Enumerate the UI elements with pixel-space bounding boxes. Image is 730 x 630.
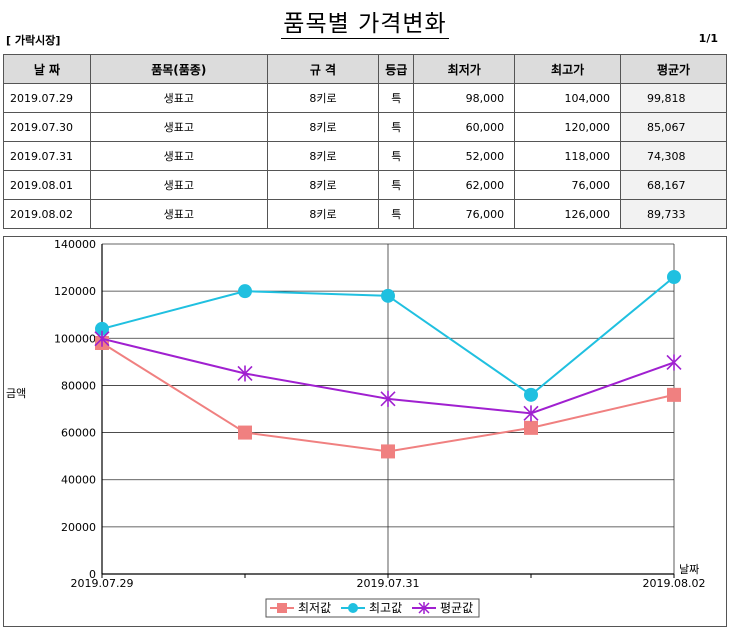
legend-box xyxy=(265,598,480,618)
column-header-avg: 평균가 xyxy=(620,54,727,84)
data-point-star xyxy=(94,330,110,347)
cell-grade: 특 xyxy=(378,112,415,142)
price-table: 날 짜 품목(품종) 규 격 등급 최저가 최고가 평균가 2019.07.29… xyxy=(3,54,727,229)
column-header-spec: 규 격 xyxy=(266,54,380,84)
y-tick-label: 120000 xyxy=(54,285,96,298)
cell-max: 118,000 xyxy=(514,141,622,171)
cell-avg: 99,818 xyxy=(620,83,727,113)
cell-item: 생표고 xyxy=(89,112,268,142)
data-point-star xyxy=(237,365,253,382)
cell-grade: 특 xyxy=(378,83,415,113)
table-row: 2019.08.01 생표고 8키로 특 62,000 76,000 68,16… xyxy=(3,170,727,200)
cell-grade: 특 xyxy=(378,199,415,229)
cell-avg: 89,733 xyxy=(620,199,727,229)
cell-spec: 8키로 xyxy=(266,199,380,229)
page-title: 품목별 가격변화 xyxy=(281,11,449,39)
y-tick-label: 80000 xyxy=(61,379,96,392)
table-header-row: 날 짜 품목(품종) 규 격 등급 최저가 최고가 평균가 xyxy=(3,54,727,84)
legend-marker-star xyxy=(418,602,430,614)
data-point-star xyxy=(380,390,396,407)
x-tick-label: 2019.07.31 xyxy=(357,577,420,590)
cell-item: 생표고 xyxy=(89,83,268,113)
cell-item: 생표고 xyxy=(89,170,268,200)
y-tick-label: 140000 xyxy=(54,238,96,251)
column-header-grade: 등급 xyxy=(378,54,415,84)
cell-date: 2019.08.01 xyxy=(3,170,91,200)
cell-min: 60,000 xyxy=(413,112,516,142)
cell-max: 76,000 xyxy=(514,170,622,200)
data-point-square xyxy=(667,387,681,402)
legend-marker-circle xyxy=(348,603,358,613)
cell-spec: 8키로 xyxy=(266,112,380,142)
cell-date: 2019.07.31 xyxy=(3,141,91,171)
data-point-star xyxy=(666,354,682,371)
cell-date: 2019.07.30 xyxy=(3,112,91,142)
cell-date: 2019.07.29 xyxy=(3,83,91,113)
data-point-circle xyxy=(667,270,681,284)
cell-min: 62,000 xyxy=(413,170,516,200)
price-chart: 0 20000 40000 60000 80000 100000 120000 140000 2… xyxy=(3,236,727,627)
data-point-square xyxy=(524,420,538,435)
cell-spec: 8키로 xyxy=(266,83,380,113)
table-row: 2019.07.29 생표고 8키로 특 98,000 104,000 99,8… xyxy=(3,83,727,113)
cell-max: 120,000 xyxy=(514,112,622,142)
cell-min: 52,000 xyxy=(413,141,516,171)
y-tick-label: 60000 xyxy=(61,427,96,440)
y-tick-label: 40000 xyxy=(61,474,96,487)
y-tick-label: 100000 xyxy=(54,332,96,345)
cell-avg: 85,067 xyxy=(620,112,727,142)
y-tick-label: 0 xyxy=(89,568,96,581)
legend-label: 최저값 xyxy=(298,601,331,615)
column-header-max: 최고가 xyxy=(514,54,622,84)
table-row: 2019.08.02 생표고 8키로 특 76,000 126,000 89,7… xyxy=(3,199,727,229)
x-axis-label: 날짜 xyxy=(679,563,699,576)
data-point-star xyxy=(523,405,539,422)
cell-avg: 74,308 xyxy=(620,141,727,171)
cell-grade: 특 xyxy=(378,170,415,200)
cell-grade: 특 xyxy=(378,141,415,171)
data-point-circle xyxy=(524,387,538,402)
legend-marker-square xyxy=(277,603,287,613)
legend-label: 최고값 xyxy=(369,601,402,615)
column-header-min: 최저가 xyxy=(413,54,516,84)
data-point-circle xyxy=(381,288,395,303)
cell-avg: 68,167 xyxy=(620,170,727,200)
cell-spec: 8키로 xyxy=(266,170,380,200)
y-tick-label: 20000 xyxy=(61,521,96,534)
cell-min: 76,000 xyxy=(413,199,516,229)
market-label: [ 가락시장] xyxy=(6,34,61,47)
cell-spec: 8키로 xyxy=(266,141,380,171)
data-point-circle xyxy=(95,321,109,336)
x-tick-label: 2019.07.29 xyxy=(71,577,134,590)
table-row: 2019.07.30 생표고 8키로 특 60,000 120,000 85,0… xyxy=(3,112,727,142)
cell-max: 104,000 xyxy=(514,83,622,113)
page-indicator: 1/1 xyxy=(698,32,718,45)
data-point-square xyxy=(381,444,395,459)
data-point-circle xyxy=(238,284,252,299)
cell-item: 생표고 xyxy=(89,199,268,229)
column-header-item: 품목(품종) xyxy=(89,54,268,84)
x-tick-label: 2019.08.02 xyxy=(643,577,706,590)
cell-date: 2019.08.02 xyxy=(3,199,91,229)
column-header-date: 날 짜 xyxy=(3,54,91,84)
y-axis-label: 금액 xyxy=(6,387,26,400)
price-line-chart: 0 20000 40000 60000 80000 100000 120000 140000 2… xyxy=(6,238,706,618)
cell-item: 생표고 xyxy=(89,141,268,171)
cell-min: 98,000 xyxy=(413,83,516,113)
legend-label: 평균값 xyxy=(440,601,473,615)
data-point-square xyxy=(238,425,252,440)
table-row: 2019.07.31 생표고 8키로 특 52,000 118,000 74,3… xyxy=(3,141,727,171)
cell-max: 126,000 xyxy=(514,199,622,229)
